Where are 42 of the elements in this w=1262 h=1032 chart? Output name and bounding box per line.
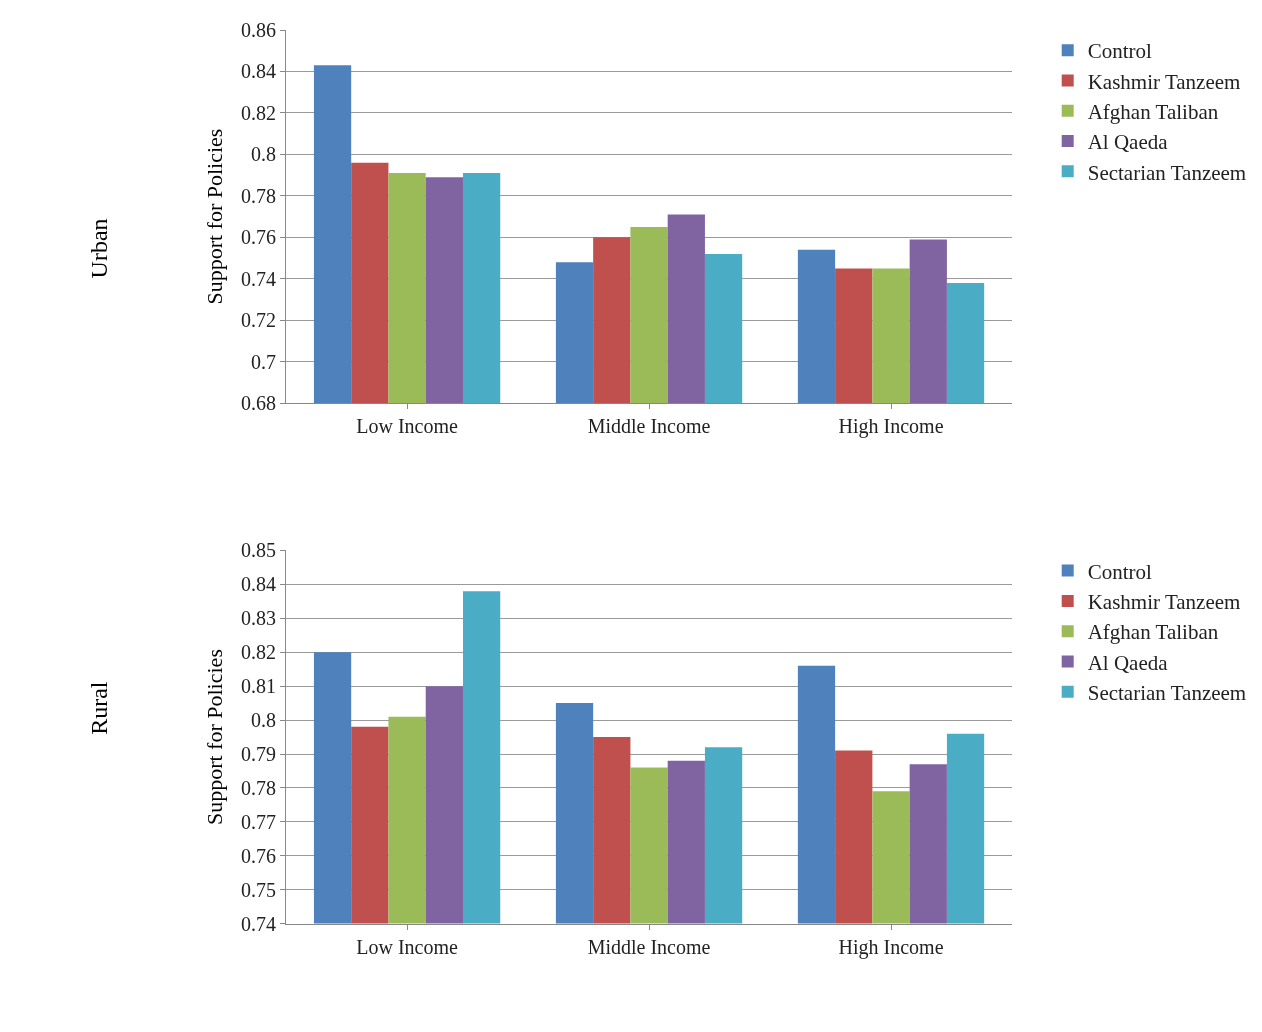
y-tick-label: 0.74: [241, 912, 277, 935]
y-tick-label: 0.86: [241, 19, 277, 41]
y-tick-label: 0.78: [241, 776, 277, 799]
y-tick-label: 0.84: [241, 60, 277, 83]
y-tick-label: 0.72: [241, 309, 277, 332]
y-tick-label: 0.8: [251, 143, 277, 166]
x-tick-label: Low Income: [356, 415, 459, 438]
x-tick-label: High Income: [838, 935, 944, 959]
y-tick-label: 0.82: [241, 641, 277, 664]
y-tick-label: 0.76: [241, 226, 277, 249]
y-axis-title: Support for Policies: [201, 128, 227, 305]
y-tick-label: 0.85: [241, 539, 277, 562]
y-tick-label: 0.82: [241, 101, 277, 124]
y-tick-label: 0.84: [241, 573, 277, 596]
legend-label: Afghan Taliban: [1087, 99, 1219, 124]
y-axis-title: Support for Policies: [201, 649, 227, 826]
y-tick-label: 0.77: [241, 810, 277, 833]
legend-label: Kashmir Tanzeem: [1087, 69, 1241, 94]
y-tick-label: 0.78: [241, 184, 277, 207]
legend-label: Sectarian Tanzeem: [1087, 681, 1247, 705]
y-tick-label: 0.81: [241, 675, 277, 698]
y-tick-label: 0.7: [251, 350, 277, 373]
legend-label: Control: [1087, 559, 1153, 584]
y-tick-label: 0.68: [241, 392, 277, 415]
y-tick-label: 0.83: [241, 607, 277, 630]
y-tick-label: 0.79: [241, 743, 277, 765]
text: Urban: [86, 218, 113, 279]
legend-label: Al Qaeda: [1087, 130, 1169, 155]
x-tick-label: Low Income: [356, 935, 459, 958]
x-tick-label: High Income: [838, 415, 944, 439]
x-tick-label: Middle Income: [587, 415, 711, 438]
legend-label: Sectarian Tanzeem: [1087, 160, 1247, 185]
y-tick-label: 0.8: [251, 709, 277, 732]
legend-label: Kashmir Tanzeem: [1087, 590, 1241, 615]
legend-label: Al Qaeda: [1087, 650, 1169, 675]
legend-label: Afghan Taliban: [1087, 620, 1219, 645]
y-tick-label: 0.75: [241, 878, 277, 901]
y-tick-label: 0.76: [241, 844, 277, 867]
x-tick-label: Middle Income: [587, 935, 711, 958]
y-tick-label: 0.74: [241, 267, 277, 290]
legend-label: Control: [1087, 39, 1153, 64]
text: Rural: [85, 681, 112, 735]
